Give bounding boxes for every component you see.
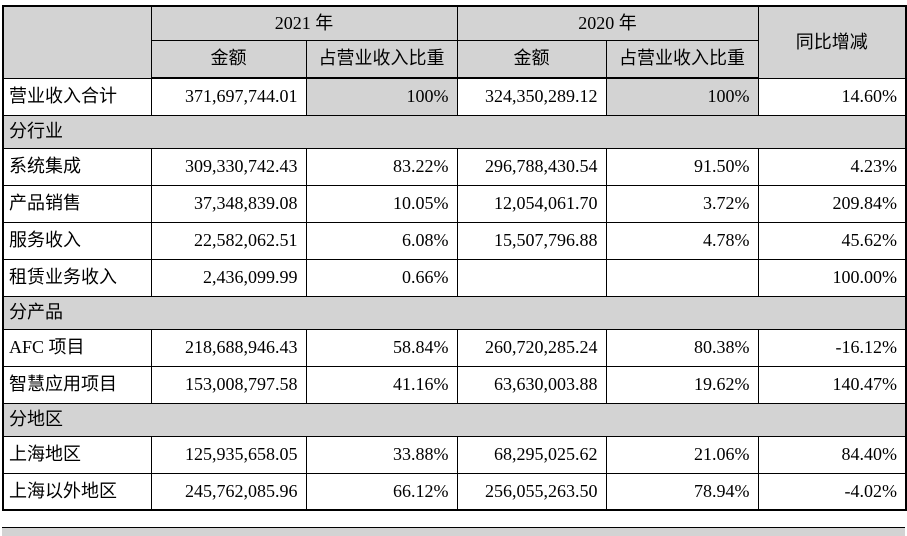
yoy-cell: 209.84%	[757, 184, 907, 223]
amount-cell: 153,008,797.58	[150, 365, 307, 404]
section-title: 分产品	[2, 295, 907, 330]
pct-cell: 41.16%	[305, 365, 458, 404]
amount-cell: 324,350,289.12	[456, 77, 607, 116]
pct-cell: 6.08%	[305, 221, 458, 260]
table-row: 产品销售 37,348,839.08 10.05% 12,054,061.70 …	[2, 184, 907, 223]
table-row: 租赁业务收入 2,436,099.99 0.66% 100.00%	[2, 258, 907, 297]
pct-cell: 100%	[305, 77, 458, 116]
amount-cell: 260,720,285.24	[456, 328, 607, 367]
yoy-cell: 45.62%	[757, 221, 907, 260]
table-row-total: 营业收入合计 371,697,744.01 100% 324,350,289.1…	[2, 77, 907, 116]
amount-cell: 296,788,430.54	[456, 147, 607, 186]
amount-cell	[456, 258, 607, 297]
amount-cell: 63,630,003.88	[456, 365, 607, 404]
header-row-measures: 金额 占营业收入比重 金额 占营业收入比重	[3, 39, 906, 79]
header-yoy: 同比增减	[757, 5, 907, 79]
row-label: 智慧应用项目	[2, 365, 152, 404]
yoy-cell: 14.60%	[757, 77, 907, 116]
section-row-product: 分产品	[2, 295, 907, 330]
table-row: 上海以外地区 245,762,085.96 66.12% 256,055,263…	[2, 472, 907, 511]
row-label: AFC 项目	[2, 328, 152, 367]
row-label: 上海以外地区	[2, 472, 152, 511]
row-label: 租赁业务收入	[2, 258, 152, 297]
pct-cell: 83.22%	[305, 147, 458, 186]
pct-cell: 21.06%	[605, 435, 759, 474]
amount-cell: 256,055,263.50	[456, 472, 607, 511]
pct-cell: 10.05%	[305, 184, 458, 223]
pct-cell: 58.84%	[305, 328, 458, 367]
pct-cell: 0.66%	[305, 258, 458, 297]
header-pct-2021: 占营业收入比重	[305, 39, 458, 79]
pct-cell: 78.94%	[605, 472, 759, 511]
row-label: 产品销售	[2, 184, 152, 223]
header-amount-2020: 金额	[456, 39, 607, 79]
section-row-industry: 分行业	[2, 114, 907, 149]
pct-cell	[605, 258, 759, 297]
pct-cell: 3.72%	[605, 184, 759, 223]
pct-cell: 4.78%	[605, 221, 759, 260]
pct-cell: 66.12%	[305, 472, 458, 511]
pct-cell: 33.88%	[305, 435, 458, 474]
section-title: 分行业	[2, 114, 907, 149]
pct-cell: 19.62%	[605, 365, 759, 404]
amount-cell: 22,582,062.51	[150, 221, 307, 260]
amount-cell: 68,295,025.62	[456, 435, 607, 474]
amount-cell: 37,348,839.08	[150, 184, 307, 223]
yoy-cell: 84.40%	[757, 435, 907, 474]
row-label: 上海地区	[2, 435, 152, 474]
yoy-cell: 4.23%	[757, 147, 907, 186]
row-label: 系统集成	[2, 147, 152, 186]
table-row: 服务收入 22,582,062.51 6.08% 15,507,796.88 4…	[2, 221, 907, 260]
pct-cell: 91.50%	[605, 147, 759, 186]
yoy-cell: 100.00%	[757, 258, 907, 297]
section-row-region: 分地区	[2, 402, 907, 437]
amount-cell: 218,688,946.43	[150, 328, 307, 367]
header-row-years: 2021 年 2020 年 同比增减	[2, 5, 907, 79]
header-year-2020: 2020 年	[456, 5, 759, 41]
table-row: 系统集成 309,330,742.43 83.22% 296,788,430.5…	[2, 147, 907, 186]
table-row: 上海地区 125,935,658.05 33.88% 68,295,025.62…	[2, 435, 907, 474]
amount-cell: 125,935,658.05	[150, 435, 307, 474]
header-pct-2020: 占营业收入比重	[605, 39, 759, 79]
amount-cell: 309,330,742.43	[150, 147, 307, 186]
revenue-breakdown-table: 2021 年 2020 年 同比增减 金额 占营业收入比重 金额 占营业收入比重…	[2, 5, 907, 511]
header-corner-cell	[2, 5, 152, 79]
yoy-cell: 140.47%	[757, 365, 907, 404]
amount-cell: 245,762,085.96	[150, 472, 307, 511]
table-row: AFC 项目 218,688,946.43 58.84% 260,720,285…	[2, 328, 907, 367]
header-year-2021: 2021 年	[150, 5, 458, 41]
header-amount-2021: 金额	[150, 39, 307, 79]
pct-cell: 100%	[605, 77, 759, 116]
table-row: 智慧应用项目 153,008,797.58 41.16% 63,630,003.…	[2, 365, 907, 404]
row-label: 服务收入	[2, 221, 152, 260]
truncated-next-row	[2, 527, 905, 536]
amount-cell: 2,436,099.99	[150, 258, 307, 297]
amount-cell: 12,054,061.70	[456, 184, 607, 223]
pct-cell: 80.38%	[605, 328, 759, 367]
row-label: 营业收入合计	[2, 77, 152, 116]
amount-cell: 371,697,744.01	[150, 77, 307, 116]
yoy-cell: -16.12%	[757, 328, 907, 367]
section-title: 分地区	[2, 402, 907, 437]
amount-cell: 15,507,796.88	[456, 221, 607, 260]
yoy-cell: -4.02%	[757, 472, 907, 511]
